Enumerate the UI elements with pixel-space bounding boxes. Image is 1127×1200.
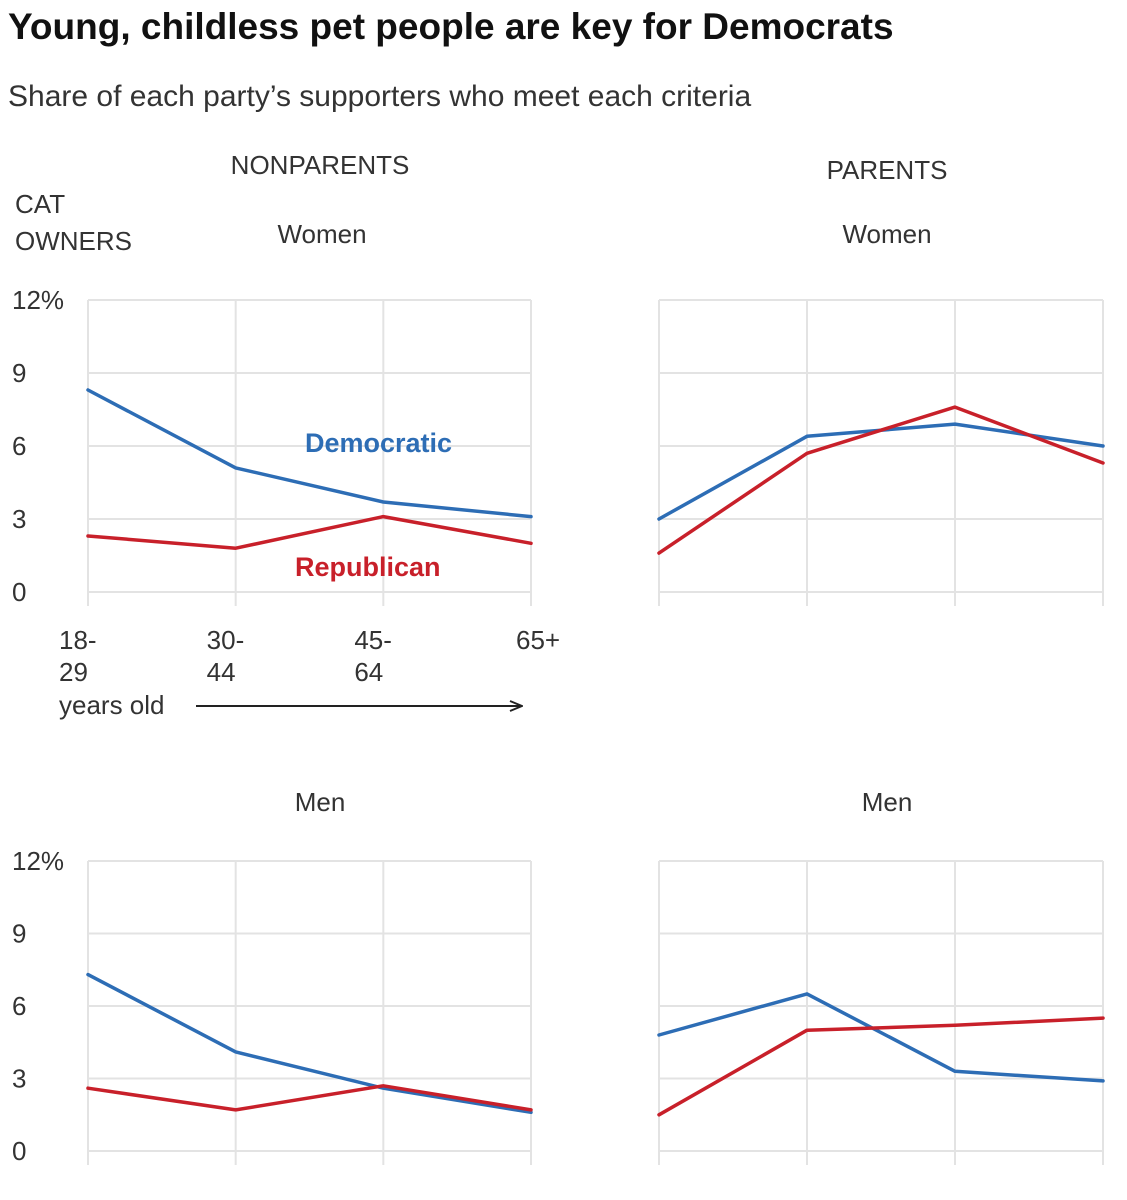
series-line-republican-women-nonparents xyxy=(86,514,533,550)
parents-header: PARENTS xyxy=(826,155,948,185)
y-tick-label-men-nonparents: 9 xyxy=(12,919,26,949)
chart-subtitle: Share of each party’s supporters who mee… xyxy=(8,80,752,113)
panel-title-women-parents: Women xyxy=(842,219,932,249)
series-line-republican-men-nonparents xyxy=(86,1084,533,1112)
cat-owners-label: CAT OWNERS xyxy=(15,186,132,260)
y-tick-label-men-nonparents: 6 xyxy=(12,991,26,1021)
panel-title-men-parents: Men xyxy=(861,787,913,817)
y-tick-label-women-nonparents: 6 xyxy=(12,431,26,461)
panel-title-women-nonparents: Women xyxy=(277,219,367,249)
series-line-republican-women-parents xyxy=(657,405,1105,555)
y-tick-label-men-nonparents: 0 xyxy=(12,1136,26,1166)
series-line-democratic-men-nonparents xyxy=(86,972,533,1115)
y-tick-label-women-nonparents: 12% xyxy=(12,285,64,315)
x-tick-label: 18- xyxy=(59,625,97,655)
series-label-democratic: Democratic xyxy=(305,428,452,458)
cat-owners-label-line2: OWNERS xyxy=(15,226,132,256)
y-tick-label-women-nonparents: 0 xyxy=(12,577,26,607)
y-tick-label-women-nonparents: 3 xyxy=(12,504,26,534)
y-tick-label-men-nonparents: 3 xyxy=(12,1064,26,1094)
x-tick-label: 64 xyxy=(354,657,383,687)
x-tick-label: 45- xyxy=(354,625,392,655)
nonparents-header: NONPARENTS xyxy=(230,150,410,180)
x-tick-label: 29 xyxy=(59,657,88,687)
y-tick-label-men-nonparents: 12% xyxy=(12,846,64,876)
cat-owners-label-line1: CAT xyxy=(15,189,66,219)
x-tick-label: 44 xyxy=(207,657,236,687)
x-tick-label: 65+ xyxy=(516,625,560,655)
series-line-democratic-men-parents xyxy=(657,992,1105,1083)
x-tick-label: 30- xyxy=(207,625,245,655)
y-tick-label-women-nonparents: 9 xyxy=(12,358,26,388)
series-line-democratic-women-nonparents xyxy=(86,388,533,519)
series-label-republican: Republican xyxy=(295,552,441,582)
panel-title-men-nonparents: Men xyxy=(294,787,346,817)
x-axis-note: years old xyxy=(59,690,165,720)
series-line-republican-men-parents xyxy=(657,1016,1105,1117)
chart-title: Young, childless pet people are key for … xyxy=(8,6,894,47)
